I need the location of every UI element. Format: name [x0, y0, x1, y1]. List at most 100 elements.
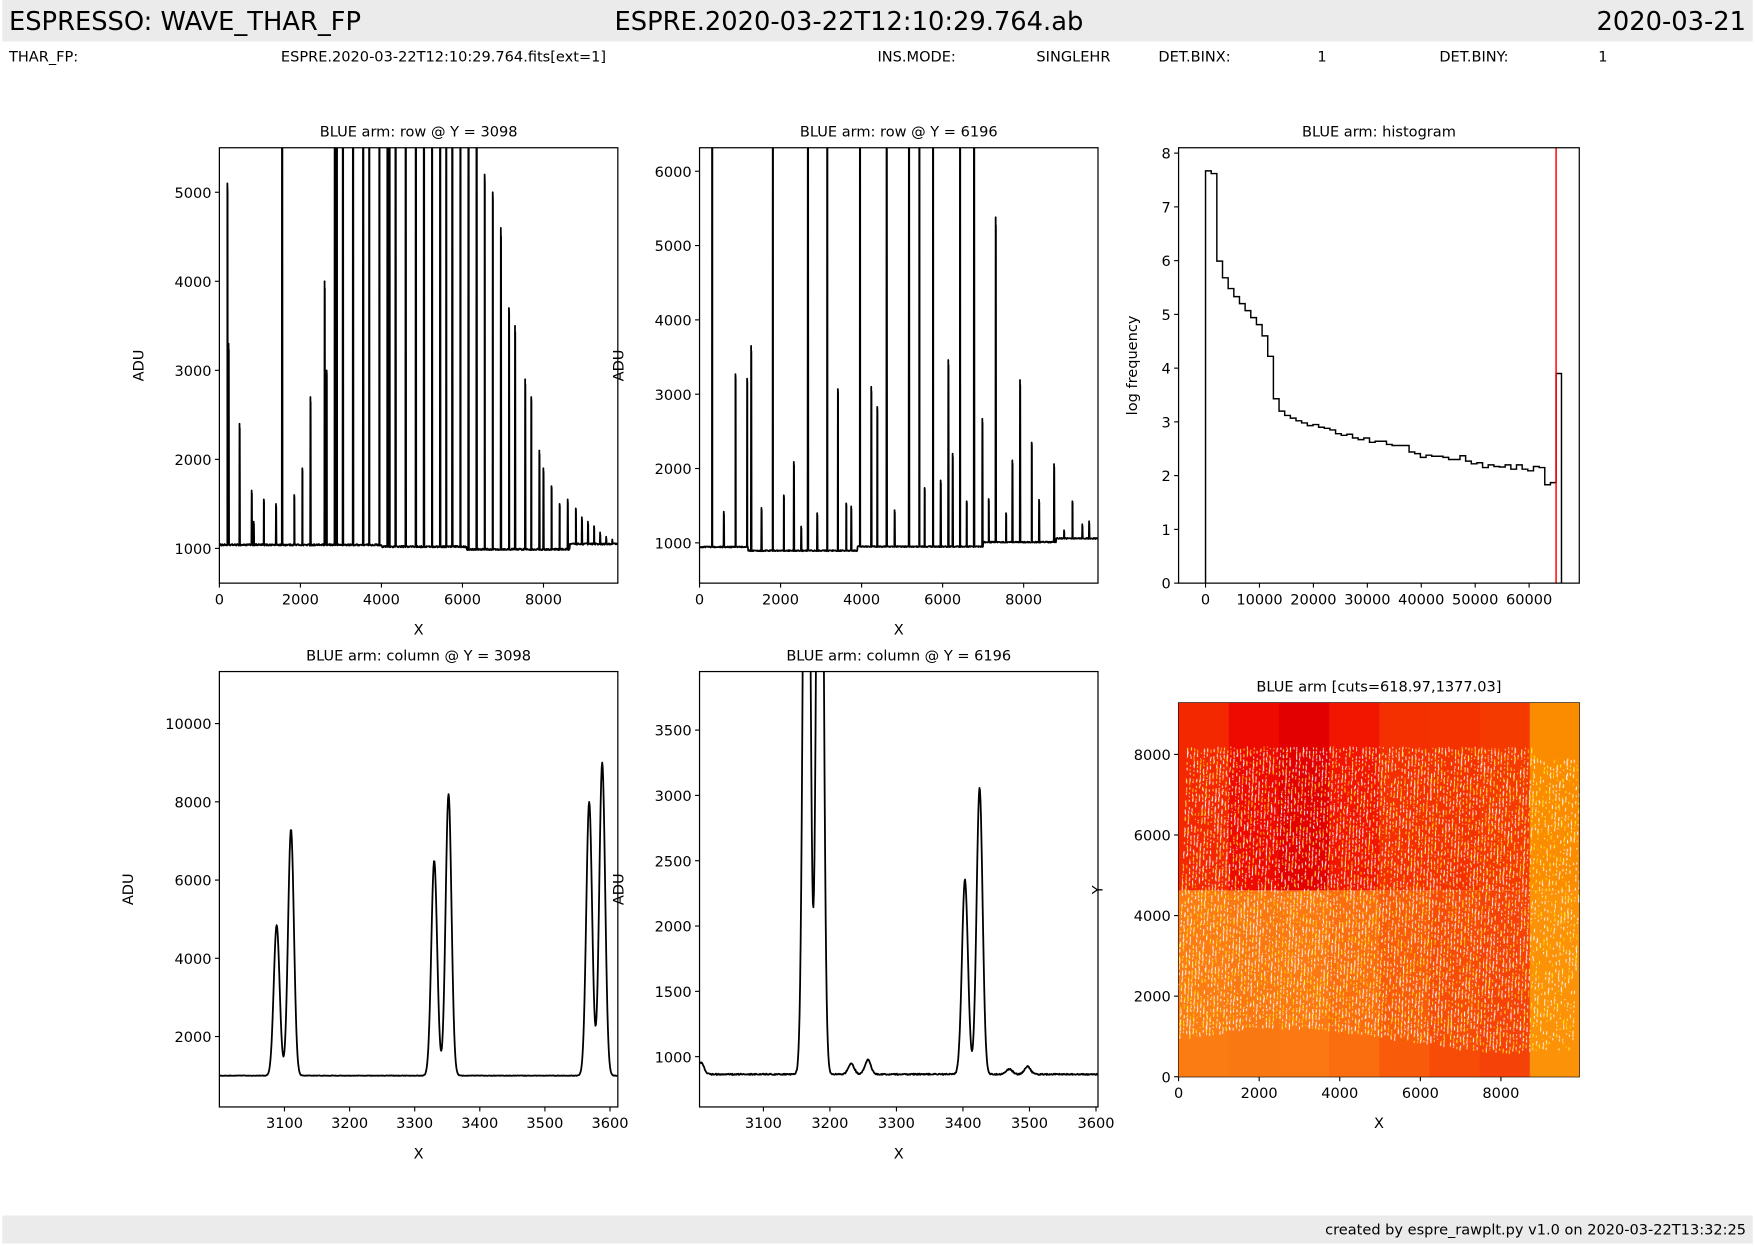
x-tick-label: 3300	[878, 1115, 915, 1132]
x-tick-label: 6000	[1402, 1085, 1439, 1102]
y-tick-label: 6000	[655, 164, 692, 181]
binx-label: DET.BINX:	[1158, 49, 1230, 66]
x-tick-label: 0	[1201, 591, 1210, 608]
x-tick-label: 0	[695, 591, 704, 608]
y-tick-label: 2000	[175, 1029, 212, 1046]
plot-area	[1204, 147, 1563, 584]
x-tick-label: 3500	[526, 1115, 563, 1132]
x-tick-label: 30000	[1344, 591, 1390, 608]
y-tick-label: 3500	[655, 723, 692, 740]
header-title: ESPRESSO: WAVE_THAR_FP	[9, 7, 361, 37]
header-date: 2020-03-21	[1596, 7, 1746, 37]
y-tick-label: 4000	[175, 951, 212, 968]
y-tick-label: 0	[1161, 576, 1170, 593]
detector-image	[1178, 702, 1580, 1077]
chart-title: BLUE arm: row @ Y = 3098	[320, 124, 518, 141]
x-tick-label: 8000	[1482, 1085, 1519, 1102]
y-tick-label: 6	[1161, 253, 1170, 270]
chart-title: BLUE arm: row @ Y = 6196	[800, 124, 998, 141]
x-tick-label: 8000	[525, 591, 562, 608]
x-tick-label: 3500	[1011, 1115, 1048, 1132]
chart-title: BLUE arm [cuts=618.97,1377.03]	[1256, 679, 1501, 696]
chart-1: 0 2000 4000 6000 8000 1000 2000 3000 4000 5000 BLU…	[130, 124, 619, 639]
axes-frame	[1177, 147, 1580, 584]
axes-frame	[218, 670, 619, 1108]
y-tick-label: 8	[1161, 146, 1170, 163]
y-tick-label: 10000	[165, 716, 211, 733]
x-tick-label: 3400	[461, 1115, 498, 1132]
chart-title: BLUE arm: column @ Y = 6196	[786, 647, 1011, 664]
series-line	[219, 147, 618, 552]
y-tick-label: 2500	[655, 853, 692, 870]
x-tick-label: 3200	[331, 1115, 368, 1132]
x-tick-label: 3100	[745, 1115, 782, 1132]
y-tick-label: 3000	[655, 387, 692, 404]
y-tick-label: 3	[1161, 414, 1170, 431]
y-tick-label: 6000	[175, 873, 212, 890]
y-tick-label: 4000	[175, 274, 212, 291]
x-tick-label: 2000	[762, 591, 799, 608]
y-tick-label: 0	[1161, 1069, 1170, 1086]
plot-area	[219, 761, 618, 1077]
chart-2: 0 2000 4000 6000 8000 1000 2000 3000 4000 5000 600…	[610, 124, 1099, 639]
y-tick-label: 2	[1161, 468, 1170, 485]
x-tick-label: 4000	[363, 591, 400, 608]
y-tick-label: 1000	[655, 535, 692, 552]
y-axis-label: ADU	[610, 350, 627, 382]
biny-label: DET.BINY:	[1439, 49, 1508, 66]
y-tick-label: 1500	[655, 984, 692, 1001]
series-line	[219, 761, 618, 1077]
y-tick-label: 4000	[1134, 908, 1171, 925]
x-tick-label: 0	[215, 591, 224, 608]
y-tick-label: 4000	[655, 312, 692, 329]
y-axis-label: Y	[1089, 885, 1106, 895]
x-tick-label: 3100	[266, 1115, 303, 1132]
y-tick-label: 5	[1161, 307, 1170, 324]
chart-3: 0 10000 20000 30000 40000 50000 60000 0 1 2 3 4 5 6 7 8…	[1124, 124, 1580, 608]
x-tick-label: 8000	[1005, 591, 1042, 608]
x-axis-label: X	[414, 1145, 424, 1162]
y-axis-label: log frequency	[1124, 315, 1141, 415]
x-tick-label: 2000	[282, 591, 319, 608]
series-line	[699, 671, 1098, 1076]
x-tick-label: 40000	[1398, 591, 1444, 608]
y-tick-label: 8000	[175, 794, 212, 811]
x-tick-label: 3600	[592, 1115, 629, 1132]
plot-area	[699, 147, 1098, 553]
series-line	[699, 147, 1098, 553]
y-tick-label: 1000	[655, 1049, 692, 1066]
y-tick-label: 3000	[655, 788, 692, 805]
y-axis-label: ADU	[610, 873, 627, 905]
chart-title: BLUE arm: column @ Y = 3098	[306, 647, 531, 664]
y-tick-label: 7	[1161, 199, 1170, 216]
x-tick-label: 60000	[1506, 591, 1552, 608]
y-tick-label: 2000	[1134, 989, 1171, 1006]
insmode-value: SINGLEHR	[1036, 49, 1110, 66]
thar-value: ESPRE.2020-03-22T12:10:29.764.fits[ext=1…	[281, 49, 606, 66]
x-axis-label: X	[414, 622, 424, 639]
axes-frame	[698, 670, 1099, 1108]
thar-label: THAR_FP:	[8, 49, 78, 66]
x-tick-label: 0	[1174, 1085, 1183, 1102]
y-tick-label: 8000	[1134, 747, 1171, 764]
x-tick-label: 6000	[924, 591, 961, 608]
x-tick-label: 10000	[1236, 591, 1282, 608]
x-tick-label: 4000	[843, 591, 880, 608]
y-tick-label: 3000	[175, 363, 212, 380]
y-tick-label: 2000	[655, 919, 692, 936]
chart-5: 3100 3200 3300 3400 3500 3600 1000 1500 2000 2500…	[610, 647, 1114, 1162]
axes-frame	[218, 147, 619, 584]
x-tick-label: 3200	[811, 1115, 848, 1132]
insmode-label: INS.MODE:	[877, 49, 955, 66]
footer-bar	[2, 1215, 1753, 1244]
y-tick-label: 1000	[175, 541, 212, 558]
plot-area	[219, 147, 618, 552]
y-tick-label: 6000	[1134, 828, 1171, 845]
y-axis-label: ADU	[120, 873, 137, 905]
header-file: ESPRE.2020-03-22T12:10:29.764.ab	[614, 7, 1083, 37]
x-tick-label: 20000	[1290, 591, 1336, 608]
header-bar	[2, 0, 1753, 42]
x-tick-label: 6000	[444, 591, 481, 608]
